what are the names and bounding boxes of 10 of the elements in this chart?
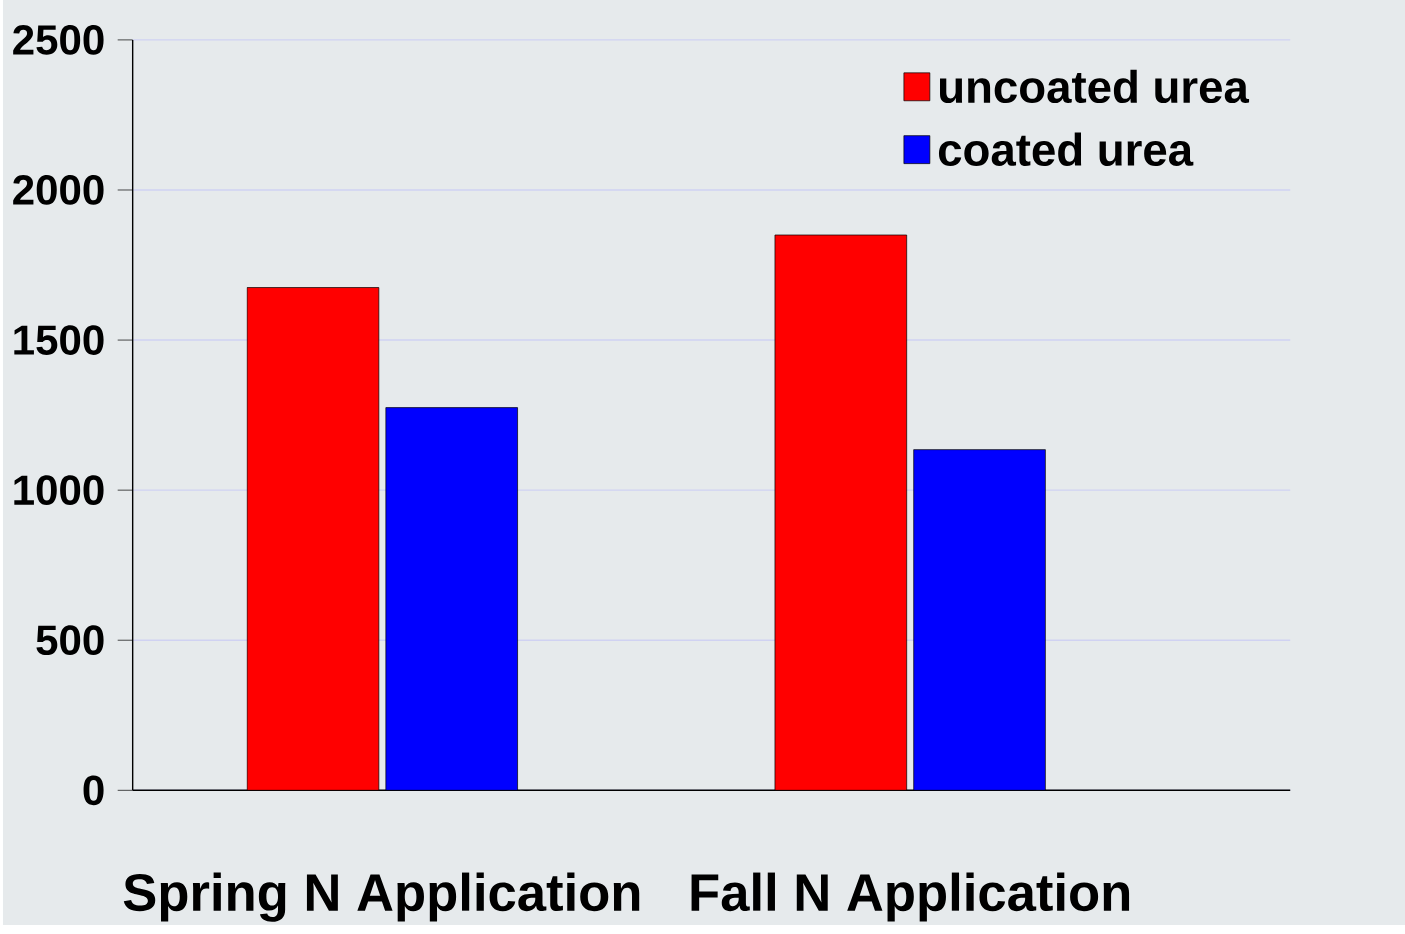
x-tick-label: Fall N Application: [691, 872, 1130, 922]
y-tick-label: 2500: [13, 25, 104, 56]
y-tick-label: 1000: [14, 475, 104, 506]
legend-label: coated urea: [938, 132, 1194, 167]
legend-label: uncoated urea: [940, 69, 1250, 104]
x-tick-label: Spring N Application: [123, 872, 640, 923]
y-tick-label: 2000: [13, 175, 104, 206]
y-tick-label: 500: [36, 625, 104, 656]
y-tick-label: 0: [83, 775, 104, 806]
y-tick-label: 1500: [14, 325, 104, 356]
